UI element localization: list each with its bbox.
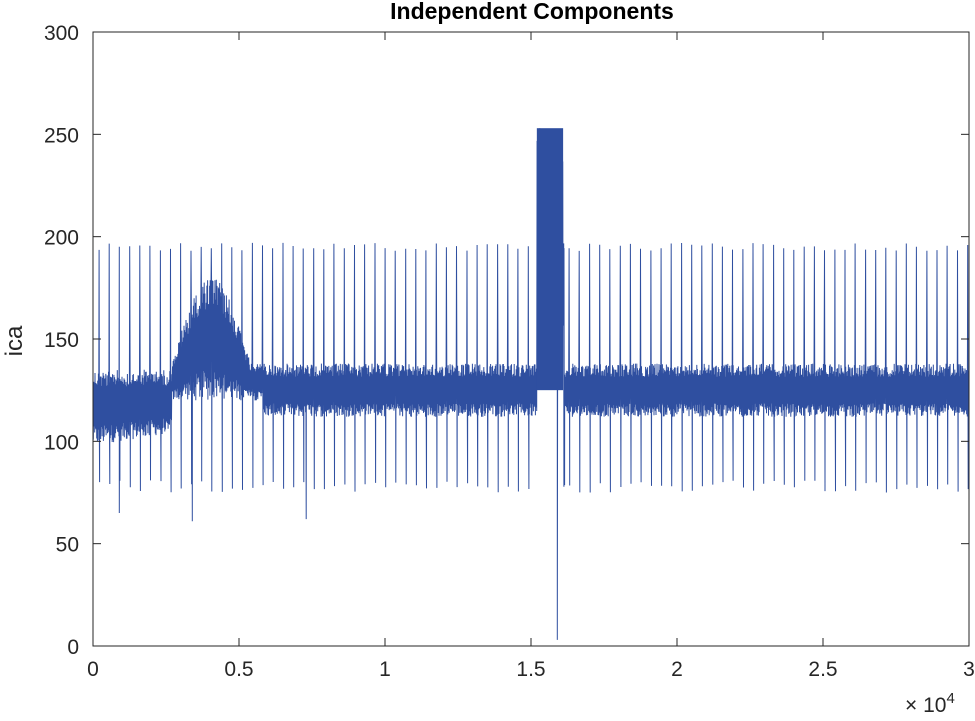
y-tick-label: 200 <box>44 227 79 250</box>
y-tick-label: 300 <box>44 22 79 45</box>
plot-area <box>92 128 970 640</box>
x-tick-label: 1 <box>379 658 391 681</box>
x-tick-label: 0.5 <box>224 658 253 681</box>
x-tick-label: 3 <box>963 658 975 681</box>
x-tick-label: 2.5 <box>808 658 837 681</box>
y-axis: 0 50 100 150 200 250 300 <box>44 22 969 659</box>
signal-line <box>92 128 970 640</box>
y-tick-label: 100 <box>44 431 79 454</box>
y-tick-label: 0 <box>67 636 79 659</box>
x-tick-label: 1.5 <box>516 658 545 681</box>
y-axis-label: ica <box>1 325 28 356</box>
x-axis-exponent-power: 4 <box>946 690 954 707</box>
x-axis-exponent: × 104 <box>905 690 955 717</box>
y-tick-label: 250 <box>44 124 79 147</box>
x-axis-exponent-base: × 10 <box>905 694 946 717</box>
y-tick-label: 50 <box>56 534 79 557</box>
dense-signal-block <box>536 128 564 391</box>
y-tick-label: 150 <box>44 329 79 352</box>
x-tick-label: 2 <box>671 658 683 681</box>
chart-title: Independent Components <box>390 0 674 24</box>
x-axis: 0 0.5 1 1.5 2 2.5 3 <box>87 32 975 681</box>
x-tick-label: 0 <box>87 658 99 681</box>
